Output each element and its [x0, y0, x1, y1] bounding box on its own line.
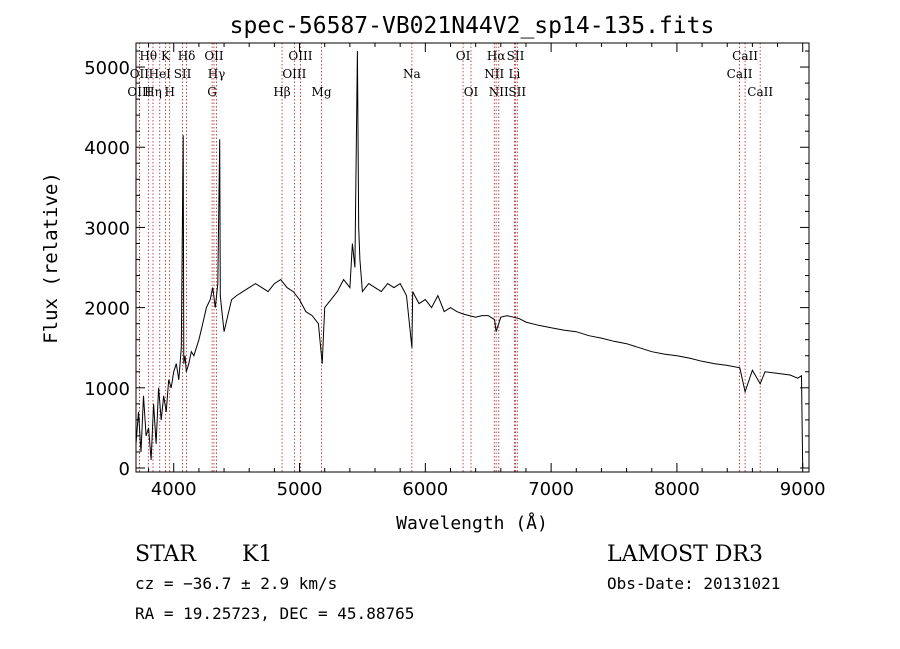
spectral-line-label: Hθ: [139, 49, 157, 63]
x-tick-label: 8000: [654, 479, 700, 500]
x-tick-label: 6000: [402, 479, 448, 500]
x-axis-ticks: 4000 5000 6000 7000 8000 9000: [148, 43, 826, 500]
chart-title: spec-56587-VB021N44V2_sp14-135.fits: [230, 13, 715, 39]
survey-name: LAMOST DR3: [607, 542, 763, 567]
y-tick-label: 3000: [84, 218, 130, 239]
spectral-line-label: OIII: [282, 67, 306, 81]
spectral-line-label: G: [207, 85, 217, 99]
spectral-line-label: OI: [464, 85, 479, 99]
spectral-line-label: OIII: [288, 49, 312, 63]
spectral-line-label: SII: [508, 85, 526, 99]
spectral-line-label: OIII: [127, 85, 151, 99]
spectral-line-label: Hη: [144, 85, 162, 99]
y-tick-label: 1000: [84, 379, 130, 400]
x-tick-label: 9000: [780, 479, 826, 500]
y-tick-label: 2000: [84, 299, 130, 320]
y-axis-ticks: 0 1000 2000 3000 4000 5000: [84, 50, 809, 480]
spectral-line-label: CaII: [732, 49, 758, 63]
object-subclass: K1: [242, 542, 272, 567]
spectral-line-label: Hδ: [178, 49, 196, 63]
obs-date: Obs-Date: 20131021: [607, 574, 780, 593]
coordinates: RA = 19.25723, DEC = 45.88765: [135, 604, 414, 623]
spectral-line-label: H: [164, 85, 174, 99]
redshift-info: cz = −36.7 ± 2.9 km/s: [135, 574, 337, 593]
spectral-line-label: HeI: [149, 67, 172, 81]
spectral-line-markers: [138, 43, 761, 472]
x-tick-label: 4000: [151, 479, 197, 500]
y-tick-label: 5000: [84, 58, 130, 79]
spectral-line-label: SII: [507, 49, 525, 63]
x-tick-label: 5000: [277, 479, 323, 500]
flux-line: [135, 50, 804, 469]
spectral-line-label: Mg: [312, 85, 332, 99]
spectral-line-label: Hα: [487, 49, 506, 63]
spectral-line-label: CaII: [747, 85, 773, 99]
spectral-line-label: NII: [489, 85, 509, 99]
y-tick-label: 0: [119, 459, 130, 480]
spectral-line-label: K: [161, 49, 171, 63]
spectral-line-label: OII: [130, 67, 150, 81]
plot-frame: [135, 42, 810, 473]
spectral-line-label: SII: [174, 67, 192, 81]
object-class: STAR: [135, 542, 197, 567]
x-axis-label: Wavelength (Å): [396, 512, 548, 534]
spectral-line-label: OI: [456, 49, 471, 63]
spectral-line-label: CaII: [727, 67, 753, 81]
y-tick-label: 4000: [84, 138, 130, 159]
spectral-line-label: Hγ: [208, 67, 226, 81]
flux-series: [135, 50, 804, 469]
y-axis-label: Flux (relative): [40, 172, 62, 344]
spectral-line-label: Na: [403, 67, 421, 81]
spectral-line-label: Hβ: [273, 85, 290, 99]
spectral-line-label: OII: [204, 49, 224, 63]
x-tick-label: 7000: [528, 479, 574, 500]
spectral-line-label: Li: [508, 67, 520, 81]
spectral-line-label: NII: [484, 67, 504, 81]
